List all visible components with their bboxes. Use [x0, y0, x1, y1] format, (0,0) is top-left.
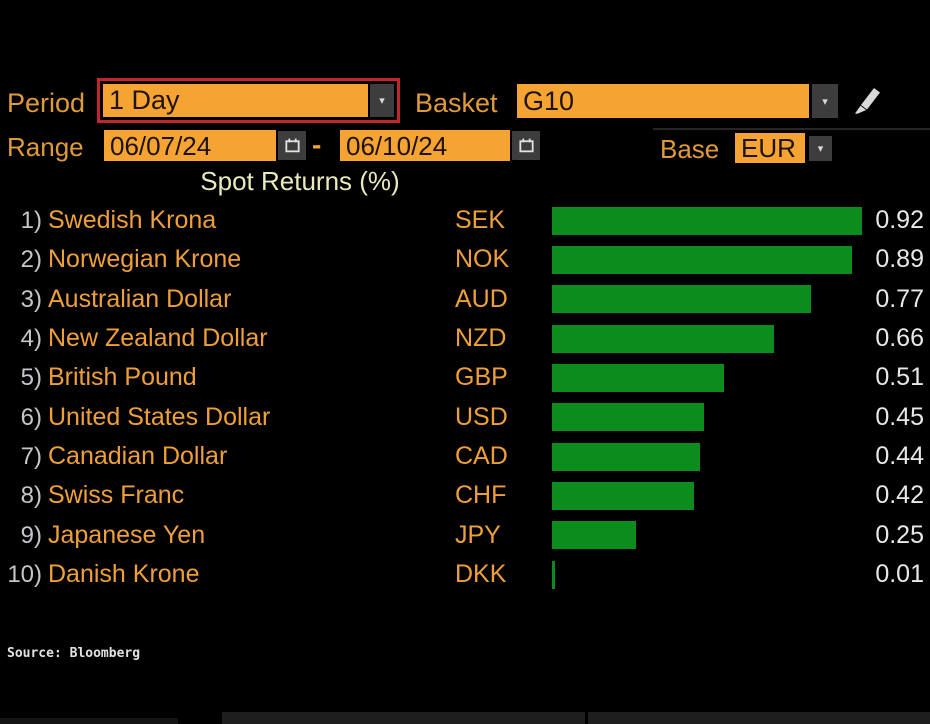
value-bar — [552, 403, 704, 432]
period-value-field[interactable]: 1 Day — [103, 84, 368, 117]
chevron-down-icon: ▾ — [822, 95, 828, 108]
currency-name: Danish Krone — [48, 560, 200, 589]
range-label: Range — [7, 132, 84, 162]
bar-value: 0.44 — [875, 442, 924, 471]
divider — [653, 128, 930, 130]
calendar-icon — [284, 138, 300, 153]
currency-name: Australian Dollar — [48, 284, 232, 313]
table-row[interactable]: 4) New Zealand Dollar NZD 0.66 — [0, 319, 930, 358]
row-rank: 8) — [20, 482, 42, 510]
value-bar — [552, 324, 775, 353]
value-bar — [552, 285, 812, 314]
basket-dropdown-arrow-button[interactable]: ▾ — [812, 84, 838, 118]
bar-value: 0.51 — [875, 363, 924, 392]
source-attribution: Source: Bloomberg — [7, 646, 141, 661]
currency-ticker: AUD — [455, 284, 508, 313]
period-dropdown-highlighted[interactable]: 1 Day ▾ — [97, 78, 400, 123]
currency-ticker: NOK — [455, 245, 510, 274]
table-row[interactable]: 8) Swiss Franc CHF 0.42 — [0, 476, 930, 515]
range-start-date-input[interactable]: 06/07/24 — [104, 130, 276, 161]
spot-returns-bar-chart: 1) Swedish Krona SEK 0.92 2) Norwegian Krone N… — [0, 201, 930, 594]
calendar-icon — [518, 138, 534, 153]
row-rank: 5) — [20, 364, 42, 392]
table-row[interactable]: 7) Canadian Dollar CAD 0.44 — [0, 437, 930, 476]
row-rank: 1) — [20, 207, 42, 234]
currency-name: Canadian Dollar — [48, 442, 228, 471]
row-rank: 10) — [7, 561, 42, 589]
row-rank: 6) — [20, 403, 42, 431]
bar-value: 0.01 — [875, 560, 924, 589]
period-label: Period — [7, 88, 86, 118]
edit-basket-button[interactable] — [846, 82, 886, 120]
bar-value: 0.25 — [875, 520, 924, 549]
table-row[interactable]: 1) Swedish Krona SEK 0.92 — [0, 201, 930, 240]
chevron-down-icon: ▾ — [379, 95, 385, 107]
row-rank: 3) — [20, 285, 42, 313]
currency-name: Norwegian Krone — [48, 245, 242, 274]
table-row[interactable]: 2) Norwegian Krone NOK 0.89 — [0, 240, 930, 279]
bar-value: 0.66 — [875, 324, 924, 353]
bottom-edge-strip — [222, 712, 585, 724]
value-bar — [552, 363, 724, 392]
range-separator: - — [312, 129, 322, 160]
chart-title: Spot Returns (%) — [200, 166, 400, 196]
bar-value: 0.45 — [875, 402, 924, 431]
pencil-icon — [855, 88, 880, 114]
base-value-field[interactable]: EUR — [735, 133, 805, 163]
value-bar — [552, 245, 852, 274]
row-rank: 4) — [20, 325, 42, 353]
currency-ticker: CHF — [455, 481, 507, 510]
value-bar — [552, 560, 556, 589]
base-dropdown[interactable]: EUR ▾ — [735, 133, 832, 163]
currency-name: New Zealand Dollar — [48, 324, 268, 353]
currency-name: United States Dollar — [48, 402, 271, 431]
chevron-down-icon: ▾ — [817, 142, 824, 155]
bar-value: 0.92 — [875, 206, 924, 234]
base-dropdown-arrow-button[interactable]: ▾ — [809, 135, 832, 161]
basket-dropdown[interactable]: G10 ▾ — [517, 84, 839, 118]
table-row[interactable]: 3) Australian Dollar AUD 0.77 — [0, 280, 930, 319]
row-rank: 9) — [20, 521, 42, 549]
table-row[interactable]: 10) Danish Krone DKK 0.01 — [0, 555, 930, 594]
currency-name: Japanese Yen — [48, 520, 206, 549]
value-bar — [552, 481, 694, 510]
currency-ticker: USD — [455, 402, 508, 431]
basket-label: Basket — [415, 88, 498, 118]
value-bar — [552, 521, 637, 550]
bar-value: 0.42 — [875, 481, 924, 510]
currency-ticker: NZD — [455, 324, 507, 353]
table-row[interactable]: 5) British Pound GBP 0.51 — [0, 358, 930, 397]
value-bar — [552, 442, 701, 471]
currency-name: Swedish Krona — [48, 206, 217, 234]
table-row[interactable]: 6) United States Dollar USD 0.45 — [0, 398, 930, 437]
row-rank: 7) — [20, 443, 42, 471]
bar-value: 0.77 — [875, 284, 924, 313]
range-start-calendar-button[interactable] — [278, 131, 306, 160]
period-dropdown-arrow-button[interactable]: ▾ — [370, 84, 394, 117]
currency-name: Swiss Franc — [48, 481, 185, 510]
currency-ticker: SEK — [455, 206, 506, 234]
bar-value: 0.89 — [875, 245, 924, 274]
basket-value-field[interactable]: G10 — [517, 84, 809, 118]
currency-name: British Pound — [48, 363, 197, 392]
currency-ticker: CAD — [455, 442, 508, 471]
value-bar — [552, 206, 862, 235]
base-label: Base — [660, 134, 720, 164]
table-row[interactable]: 9) Japanese Yen JPY 0.25 — [0, 516, 930, 555]
bottom-edge-strip — [0, 718, 178, 724]
currency-ticker: JPY — [455, 520, 501, 549]
row-rank: 2) — [20, 246, 42, 274]
range-end-date-input[interactable]: 06/10/24 — [340, 130, 510, 161]
range-end-calendar-button[interactable] — [512, 131, 540, 160]
bottom-edge-strip — [588, 712, 930, 724]
currency-ticker: GBP — [455, 363, 508, 392]
currency-ticker: DKK — [455, 560, 507, 589]
